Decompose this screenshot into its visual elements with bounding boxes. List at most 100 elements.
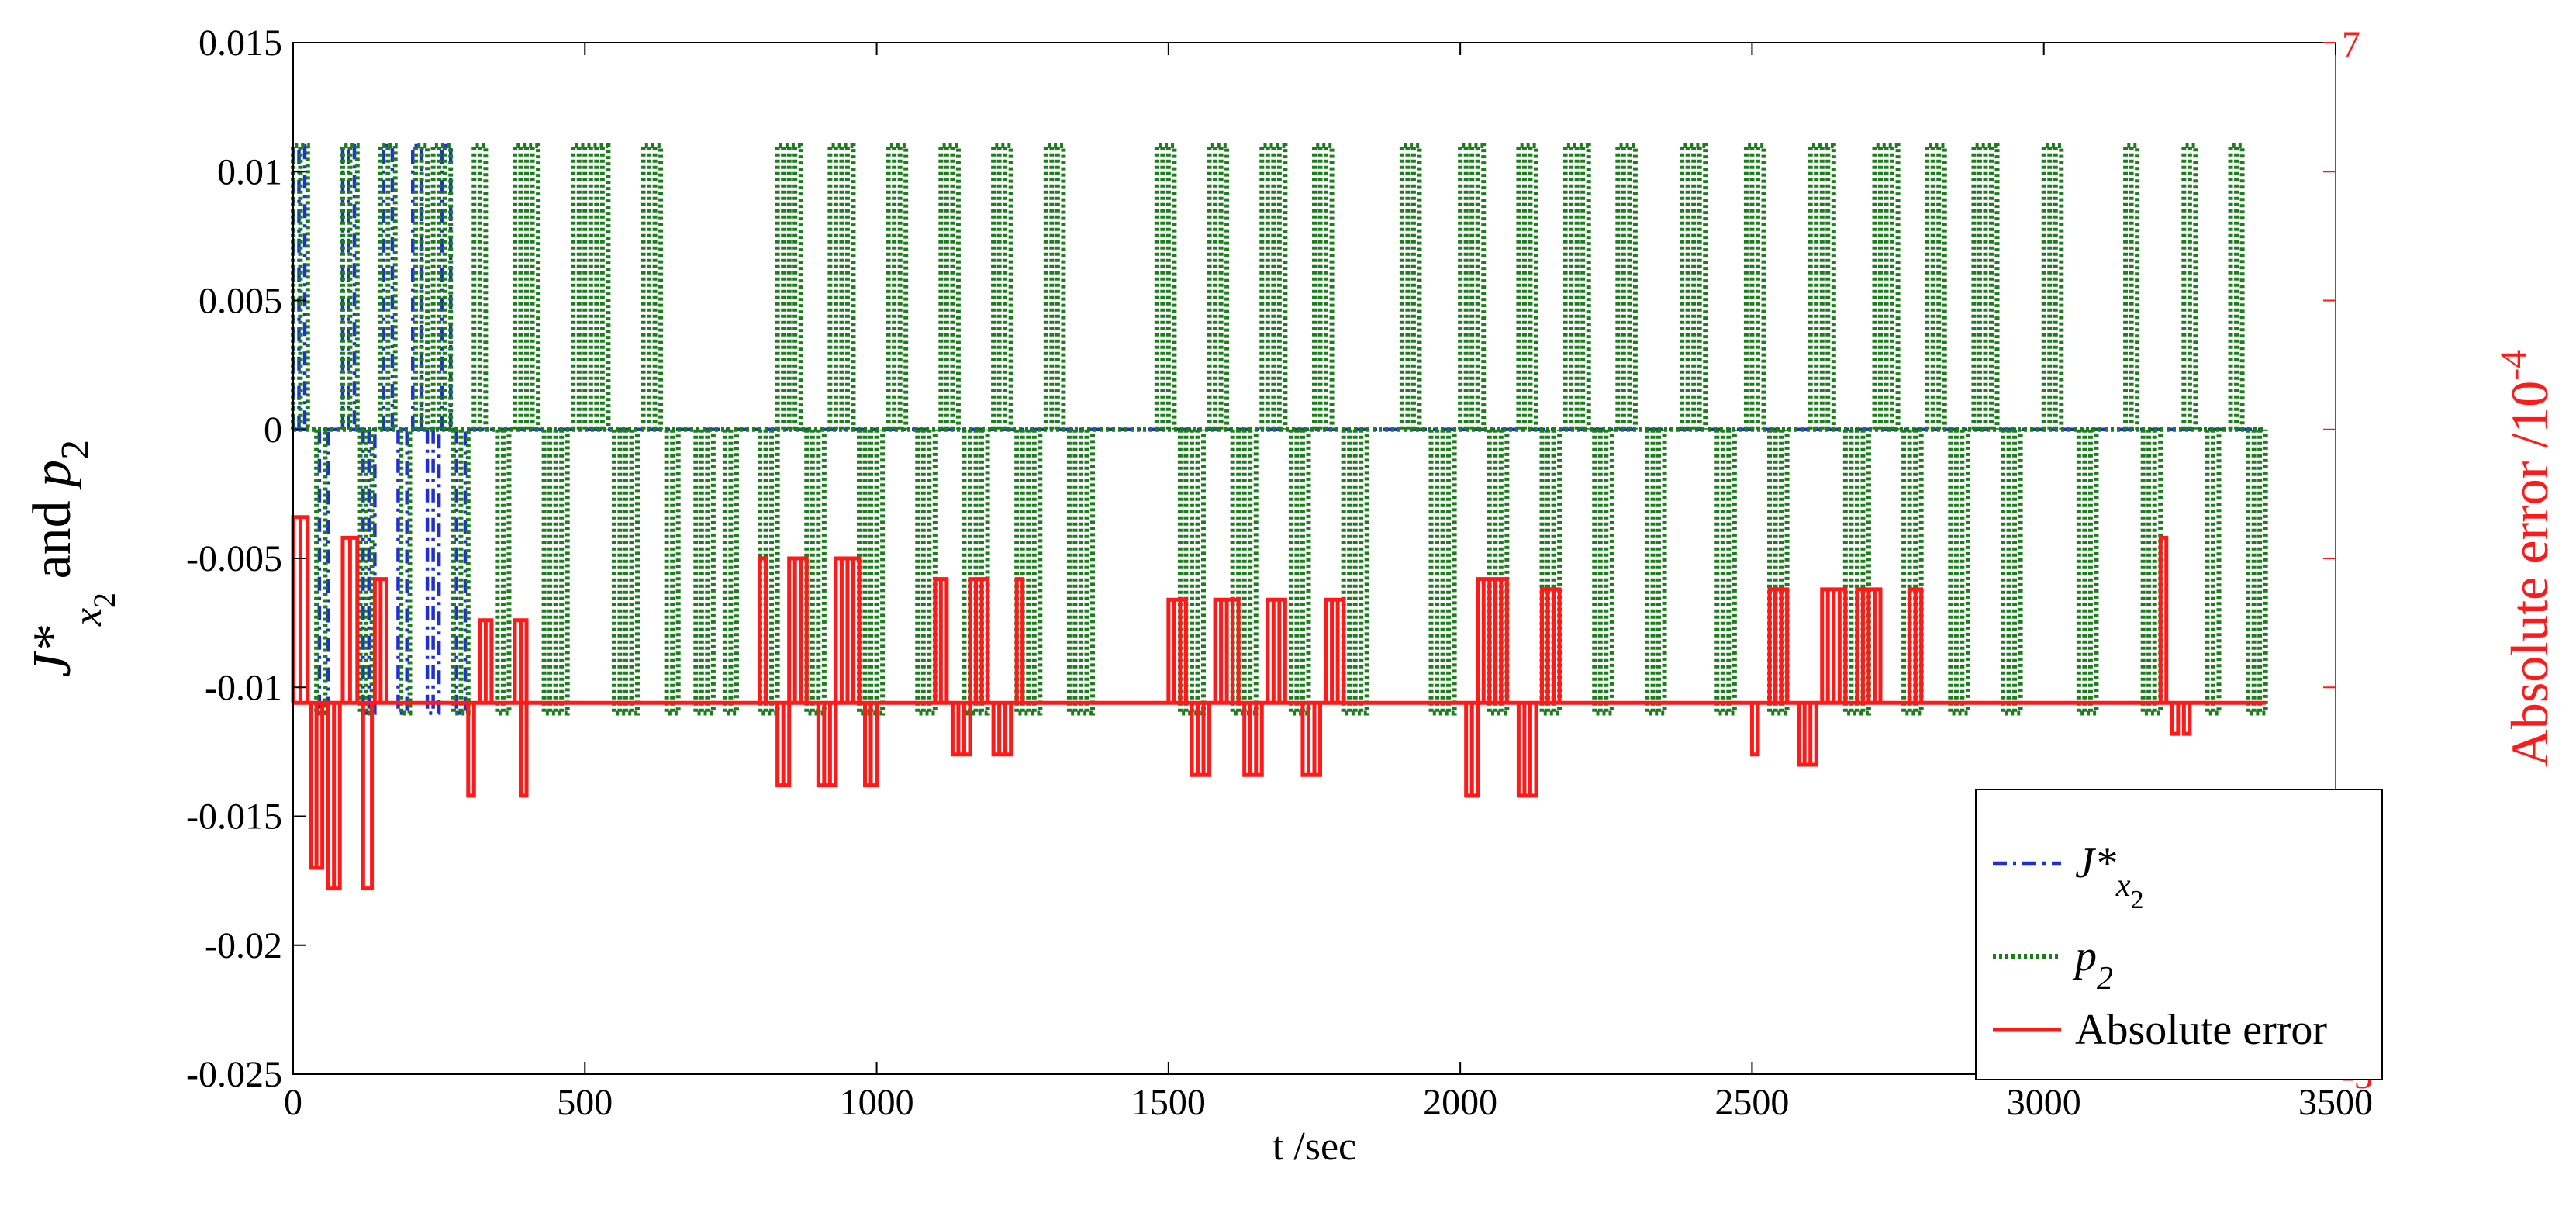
series-error-pulse [1749, 703, 1760, 757]
y-axis-label: J*x2 and p2 [22, 440, 122, 677]
y-label-psub: 2 [54, 440, 98, 460]
series-error-pulse [968, 577, 990, 703]
series-error-pulse [2158, 535, 2169, 703]
series-p2-pulse [471, 143, 489, 430]
series-p2-pulse [915, 429, 938, 716]
series-p2-pulse [938, 143, 961, 430]
series-error-pulse [1190, 703, 1212, 777]
y-tick-label: 0.015 [199, 22, 282, 64]
series-jstar-pulse [411, 143, 423, 430]
series-p2-pulse [664, 429, 681, 716]
legend-label-p2: p2 [2072, 932, 2113, 997]
y-tick-label: -0.025 [186, 1054, 282, 1095]
series-p2-pulse [495, 429, 512, 716]
x-tick-label: 3000 [2007, 1082, 2081, 1123]
series-p2-pulse [1925, 143, 1947, 430]
series-p2-pulse [541, 429, 570, 716]
series-error-pulse [2181, 703, 2192, 736]
legend-label-jstar: J*x2 [2075, 839, 2144, 914]
series-p2-pulse [1177, 429, 1207, 716]
series-p2-pulse [1680, 143, 1708, 430]
series-p2-pulse [693, 429, 716, 716]
series-p2-pulse [430, 143, 454, 430]
series-p2-pulse [2181, 143, 2198, 430]
series-p2-pulse [1230, 429, 1259, 716]
series-p2-pulse [856, 429, 886, 716]
series-p2-pulse [991, 143, 1013, 430]
series-p2-pulse [571, 143, 611, 430]
series-error-pulse [1166, 597, 1188, 703]
series-p2-pulse [1971, 143, 2000, 430]
series-error-pulse [1242, 703, 1264, 777]
y2-tick-label: 7 [2342, 24, 2360, 65]
series-p2-pulse [1592, 429, 1614, 716]
series-p2-pulse [1808, 143, 1836, 430]
series-jstar-pulse [454, 429, 468, 715]
series-error-pulse [1516, 703, 1538, 798]
series-p2-pulse [758, 429, 780, 716]
series-p2-pulse [1014, 429, 1043, 716]
y-tick-label: 0.01 [217, 151, 282, 192]
series-p2-pulse [1259, 143, 1288, 430]
x-tick-label: 500 [557, 1082, 613, 1123]
x-tick-label: 3500 [2298, 1082, 2373, 1123]
series-error-pulse [361, 703, 375, 891]
y-tick-label: -0.015 [186, 797, 282, 838]
series-p2-pulse [775, 143, 803, 430]
series-error-pulse [1324, 597, 1346, 703]
y-label-p: p [22, 460, 82, 491]
series-p2-pulse [804, 429, 827, 716]
series-p2-pulse [2140, 429, 2163, 716]
series-p2-pulse [641, 143, 664, 430]
series-p2-pulse [2228, 143, 2245, 430]
y2-label-text: Absolute error /10 [2500, 381, 2559, 768]
series-error-pulse [1014, 577, 1025, 703]
legend-sym: J* [2075, 839, 2116, 887]
series-error-pulse [758, 556, 768, 703]
x-axis-label: t /sec [1272, 1125, 1356, 1169]
series-p2-pulse [1516, 143, 1538, 430]
series-error-pulse [950, 703, 972, 757]
series-p2-pulse [722, 429, 739, 716]
series-p2-pulse [1341, 429, 1369, 716]
series-p2-pulse [1948, 429, 1970, 716]
series-p2-pulse [611, 429, 641, 716]
series-error-pulse [1540, 587, 1562, 703]
y-label-sub: x [66, 608, 110, 627]
y-tick-label: -0.02 [205, 925, 282, 966]
series-p2-pulse [1615, 143, 1638, 430]
series-p2-pulse [2041, 143, 2064, 430]
series-p2-pulse [1767, 429, 1790, 716]
series-jstar-pulse [382, 143, 395, 430]
series-error-pulse [2170, 703, 2181, 736]
y2-label-exp: -4 [2493, 350, 2534, 381]
series-p2-pulse [1644, 429, 1667, 716]
series-p2-pulse [2076, 429, 2099, 716]
series-p2-pulse [886, 143, 909, 430]
series-p2-pulse [1312, 143, 1335, 430]
series-error-pulse [519, 703, 529, 798]
series-error-pulse [1300, 703, 1323, 777]
y-label-joiner: and [22, 487, 82, 593]
x-tick-label: 2000 [1423, 1082, 1497, 1123]
x-tick-label: 2500 [1714, 1082, 1789, 1123]
series-error [291, 515, 2266, 891]
y-tick-label: 0 [264, 409, 282, 451]
series-p2-pulse [1458, 143, 1487, 430]
series-p2-pulse [2205, 429, 2222, 716]
series-error-pulse [787, 556, 809, 703]
series-p2-pulse [1487, 429, 1510, 716]
y-tick-label: -0.005 [186, 538, 282, 579]
series-error-pulse [991, 703, 1013, 757]
series-p2-pulse [1901, 429, 1924, 716]
series-p2-pulse [1842, 429, 1871, 716]
series-p2-pulse [1714, 429, 1737, 716]
series-error-pulse [1476, 577, 1509, 703]
y-label-subsub: 2 [87, 593, 122, 608]
series-p2-pulse [1399, 143, 1422, 430]
series-p2-pulse [1043, 143, 1066, 430]
series-p2-pulse [1743, 143, 1766, 430]
series-p2-pulse [1539, 429, 1563, 716]
